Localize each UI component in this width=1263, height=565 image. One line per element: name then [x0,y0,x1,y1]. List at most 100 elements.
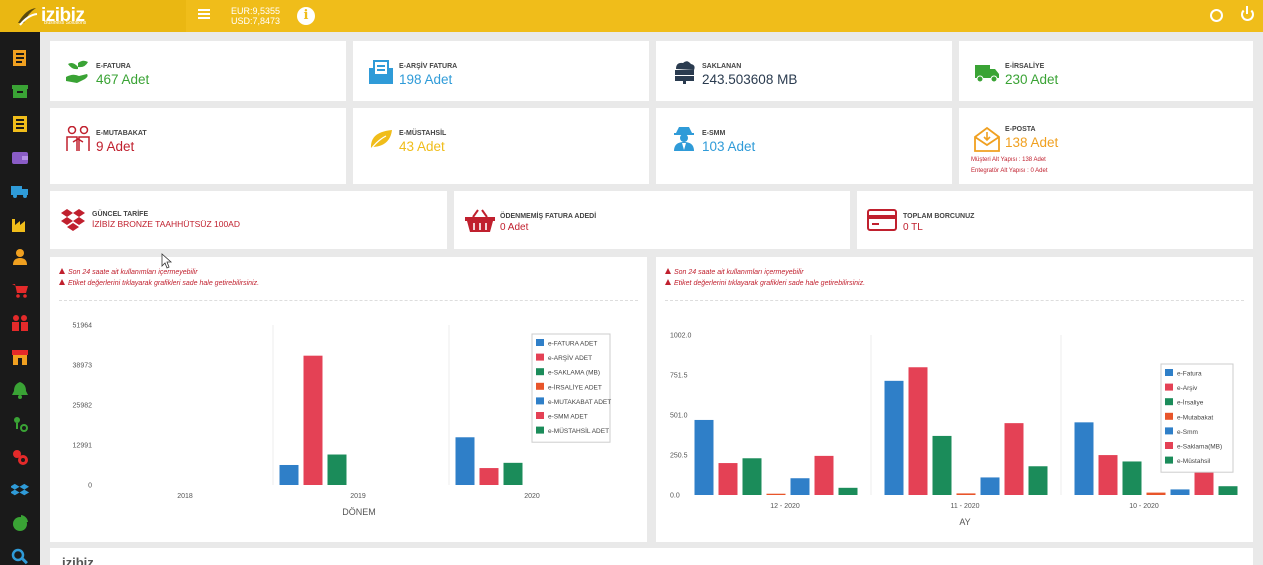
card-odenmemis[interactable]: ÖDENMEMİŞ FATURA ADEDİ 0 Adet [454,191,850,249]
power-icon[interactable] [1241,6,1254,21]
card-emutabakat[interactable]: E-MUTABAKAT 9 Adet [50,108,346,184]
bar[interactable] [932,435,952,495]
bar[interactable] [908,367,928,495]
legend-item[interactable]: e-FATURA ADET [548,341,597,348]
bar[interactable] [814,455,834,495]
legend-swatch[interactable] [1165,412,1173,420]
legend-item[interactable]: e-Saklama(MB) [1177,444,1222,451]
bar[interactable] [1074,422,1094,495]
legend-item[interactable]: e-SAKLAMA (MB) [548,370,600,377]
search-icon[interactable] [11,548,29,565]
chart-panel-monthly: Son 24 saate ait kullanımları içermeyebi… [656,257,1253,542]
handshake-icon[interactable] [11,314,29,332]
legend-swatch[interactable] [1165,383,1173,391]
document-stack-icon[interactable] [11,49,29,67]
bar[interactable] [1004,423,1024,495]
divider [59,300,638,301]
mouse-cursor-icon [161,253,173,269]
bar[interactable] [479,468,499,485]
y-tick-label: 0.0 [670,493,680,500]
dropbox-icon[interactable] [10,481,30,499]
bar[interactable] [766,493,786,495]
card-saklanan[interactable]: SAKLANAN 243.503608 MB [656,41,952,101]
y-tick-label: 0 [88,483,92,490]
gears-icon[interactable] [11,448,29,466]
cart-icon[interactable] [11,281,29,299]
legend-item[interactable]: e-Fatura [1177,371,1202,378]
legend-swatch[interactable] [536,353,544,361]
store-icon[interactable] [11,348,29,366]
bar[interactable] [1028,466,1048,495]
bar[interactable] [956,493,976,495]
legend-swatch[interactable] [1165,369,1173,376]
card-eirsaliye[interactable]: E-İRSALİYE 230 Adet [959,41,1253,101]
legend-item[interactable]: e-MÜSTAHSİL ADET [548,426,609,435]
card-eposta[interactable]: E-POSTA 138 Adet Müşteri Alt Yapısı : 13… [959,108,1253,184]
legend-swatch[interactable] [536,368,544,376]
file-list-icon[interactable] [11,115,29,133]
legend-item[interactable]: e-MUTAKABAT ADET [548,399,611,406]
card-earsiv[interactable]: E-ARŞİV FATURA 198 Adet [353,41,649,101]
bar[interactable] [1098,455,1118,495]
legend-swatch[interactable] [1165,398,1173,406]
bell-icon[interactable] [11,381,29,399]
bar[interactable] [742,458,762,495]
bar[interactable] [884,380,904,495]
bar[interactable] [1146,492,1166,495]
card-value: 0 Adet [500,222,529,233]
card-borc[interactable]: TOPLAM BORCUNUZ 0 TL [857,191,1253,249]
user-tie-icon[interactable] [11,248,29,266]
truck-icon[interactable] [11,182,29,200]
factory-icon[interactable] [11,215,29,233]
bar[interactable] [1218,486,1238,495]
bar[interactable] [838,487,858,495]
legend-swatch[interactable] [1165,427,1173,435]
basket-icon [464,207,496,233]
bar[interactable] [1194,467,1214,495]
bar[interactable] [503,462,523,485]
logo-subtitle: Business Solutions [44,20,87,26]
legend-item[interactable]: e-ARŞİV ADET [548,353,592,362]
bar[interactable] [303,355,323,485]
legend-item[interactable]: e-Arşiv [1177,385,1198,392]
card-esmm[interactable]: E-SMM 103 Adet [656,108,952,184]
legend-swatch[interactable] [536,412,544,419]
bar[interactable] [718,463,738,495]
legend-swatch[interactable] [536,397,544,405]
envelope-open-icon [974,126,1000,152]
legend-item[interactable]: e-İrsaliye [1177,398,1204,407]
menu-icon[interactable] [198,9,210,21]
legend-swatch[interactable] [536,339,544,346]
people-handshake-icon [65,125,91,152]
legend-item[interactable]: e-Mutabakat [1177,414,1213,421]
legend-swatch[interactable] [536,382,544,390]
wallet-icon[interactable] [11,148,29,166]
legend-swatch[interactable] [1165,442,1173,449]
bar[interactable] [279,464,299,485]
bar[interactable] [980,477,1000,495]
info-icon[interactable]: i [297,7,315,25]
bar[interactable] [327,454,347,485]
bar[interactable] [1122,461,1142,495]
legend-item[interactable]: e-Müstahsil [1177,458,1211,465]
card-tarife[interactable]: GÜNCEL TARİFE İZİBİZ BRONZE TAAHHÜTSÜZ 1… [50,191,447,249]
bar[interactable] [694,419,714,495]
bar[interactable] [790,478,810,495]
legend-swatch[interactable] [1165,456,1173,464]
pie-chart-icon[interactable] [11,514,29,532]
bar[interactable] [1170,489,1190,495]
legend-item[interactable]: e-SMM ADET [548,414,588,421]
archive-box-icon[interactable] [11,82,29,100]
user-icon[interactable] [1210,9,1223,22]
network-icon[interactable] [11,415,29,433]
legend-item[interactable]: e-Smm [1177,429,1198,436]
plant-hand-icon [65,59,91,85]
card-value: 243.503608 MB [702,72,798,87]
legend-item[interactable]: e-İRSALİYE ADET [548,382,602,391]
bar[interactable] [455,437,475,485]
legend-swatch[interactable] [536,426,544,434]
card-efatura[interactable]: E-FATURA 467 Adet [50,41,346,101]
x-tick-label: 2020 [524,493,540,500]
logo[interactable]: izibiz Business Solutions [0,0,186,32]
card-emustahsil[interactable]: E-MÜSTAHSİL 43 Adet [353,108,649,184]
